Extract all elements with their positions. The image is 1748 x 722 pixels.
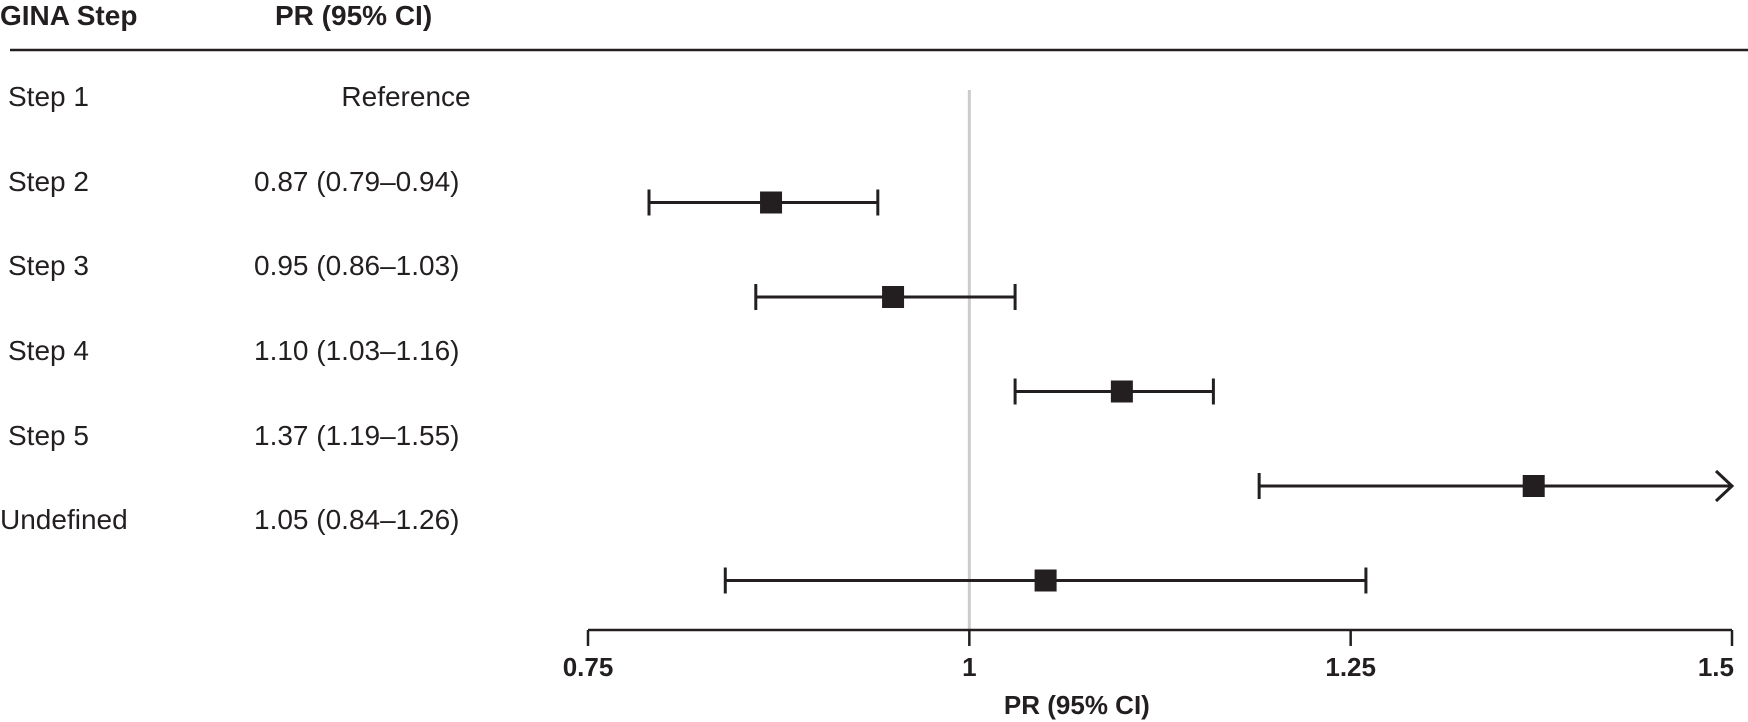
row-label-step1: Step 1 [8,81,89,112]
x-axis: 0.75 1 1.25 1.5 [563,628,1734,682]
x-tick-label-1: 1 [962,652,976,682]
row-pr-step3: 0.95 (0.86–1.03) [254,250,460,281]
row-pr-undefined: 1.05 (0.84–1.26) [254,504,460,535]
row-label-undefined: Undefined [0,504,128,535]
point-estimate-step2 [760,191,783,214]
row-pr-step4: 1.10 (1.03–1.16) [254,335,460,366]
row-pr-step1: Reference [341,81,471,112]
point-estimate-step5 [1522,475,1545,497]
x-tick-label-1.25: 1.25 [1325,652,1376,682]
row-label-step3: Step 3 [8,250,89,281]
ci-arrow-step5 [1714,469,1735,503]
row-pr-step5: 1.37 (1.19–1.55) [254,420,460,451]
x-axis-label: PR (95% CI) [1004,690,1150,720]
header-gina-step: GINA Step [0,0,138,31]
row-label-step4: Step 4 [8,335,89,366]
point-estimate-undefined [1034,569,1057,592]
x-tick-label-1.5: 1.5 [1698,652,1734,682]
plot-marks [647,189,1735,594]
row-label-step2: Step 2 [8,166,89,197]
point-estimate-step4 [1110,380,1133,403]
x-tick-label-0.75: 0.75 [563,652,614,682]
row-pr-step2: 0.87 (0.79–0.94) [254,166,460,197]
point-estimate-step3 [882,286,905,308]
header-pr-ci: PR (95% CI) [275,0,433,31]
row-label-step5: Step 5 [8,420,89,451]
